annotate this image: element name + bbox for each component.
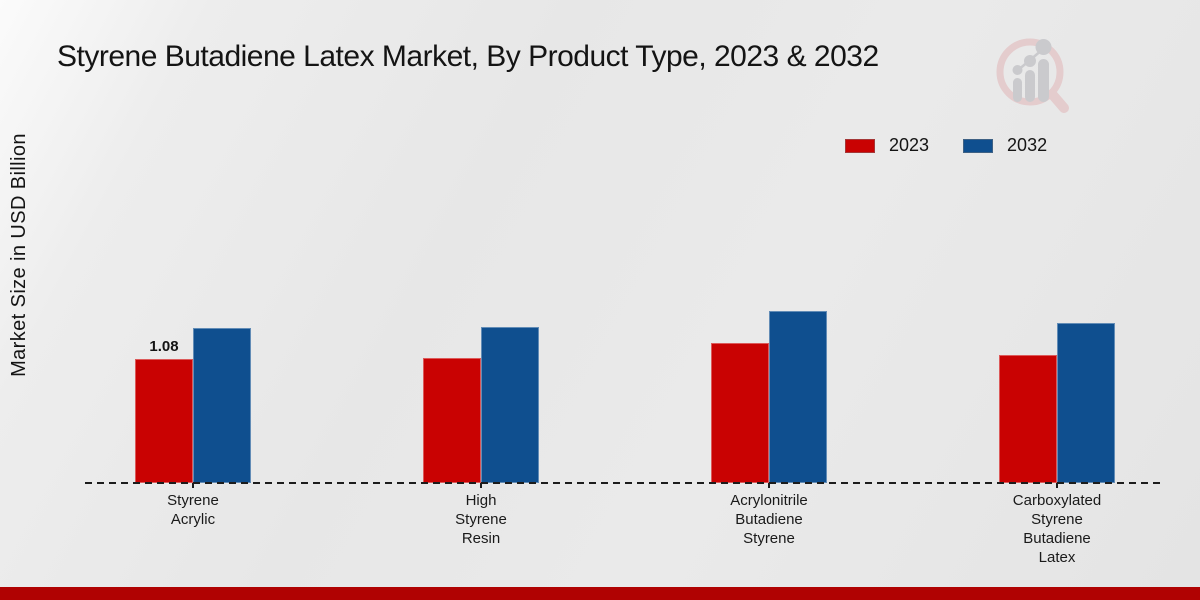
legend-item-2032[interactable]: 2032 bbox=[963, 135, 1047, 156]
bar-2023-styrene-acrylic bbox=[135, 358, 193, 483]
legend-swatch-2023 bbox=[845, 138, 875, 153]
bar-2032-carboxylated-styrene-butadiene-latex bbox=[1057, 323, 1115, 483]
chart-legend: 2023 2032 bbox=[845, 135, 1047, 156]
legend-item-2023[interactable]: 2023 bbox=[845, 135, 929, 156]
bar-2023-high-styrene-resin bbox=[423, 357, 481, 483]
x-axis-tick bbox=[192, 483, 194, 488]
bar-2032-acrylonitrile-butadiene-styrene bbox=[769, 310, 827, 483]
bar-2032-high-styrene-resin bbox=[481, 326, 539, 483]
category-label-high-styrene-resin: High Styrene Resin bbox=[455, 492, 507, 547]
x-axis-baseline bbox=[85, 482, 1163, 484]
legend-swatch-2032 bbox=[963, 138, 994, 153]
x-axis-tick bbox=[480, 483, 482, 488]
chart-title: Styrene Butadiene Latex Market, By Produ… bbox=[57, 40, 879, 73]
y-axis-label: Market Size in USD Billion bbox=[8, 133, 30, 377]
category-label-carboxylated-styrene-butadiene-latex: Carboxylated Styrene Butadiene Latex bbox=[1012, 492, 1102, 566]
legend-label: 2023 bbox=[889, 135, 930, 155]
bar-2023-acrylonitrile-butadiene-styrene bbox=[711, 342, 769, 483]
bar-2023-carboxylated-styrene-butadiene-latex bbox=[999, 355, 1057, 483]
x-axis-tick bbox=[1056, 483, 1058, 488]
footer-accent-strip bbox=[0, 587, 1200, 600]
value-label-2023-styrene-acrylic: 1.08 bbox=[149, 337, 179, 355]
legend-label: 2032 bbox=[1007, 135, 1048, 155]
bar-2032-styrene-acrylic bbox=[193, 327, 251, 483]
x-axis-tick bbox=[768, 483, 770, 488]
market-research-logo-icon bbox=[996, 38, 1069, 113]
category-label-styrene-acrylic: Styrene Acrylic bbox=[167, 492, 219, 528]
category-label-acrylonitrile-butadiene-styrene: Acrylonitrile Butadiene Styrene bbox=[730, 492, 808, 547]
